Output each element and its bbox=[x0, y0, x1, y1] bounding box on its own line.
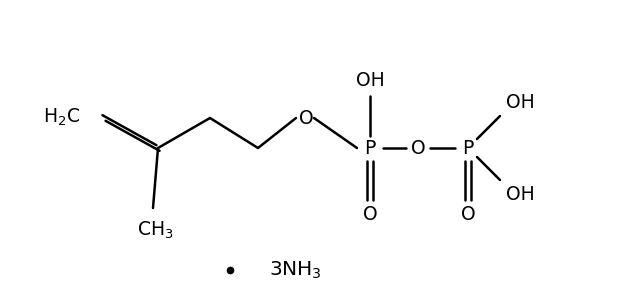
Text: O: O bbox=[363, 205, 378, 224]
Text: O: O bbox=[461, 205, 476, 224]
Text: O: O bbox=[411, 139, 426, 157]
Text: 3NH$_3$: 3NH$_3$ bbox=[269, 259, 321, 281]
Text: OH: OH bbox=[356, 71, 385, 90]
Text: OH: OH bbox=[506, 184, 534, 204]
Text: P: P bbox=[364, 139, 376, 157]
Text: P: P bbox=[462, 139, 474, 157]
Text: CH$_3$: CH$_3$ bbox=[137, 219, 173, 241]
Text: O: O bbox=[299, 108, 314, 128]
Text: H$_2$C: H$_2$C bbox=[44, 106, 81, 128]
Text: OH: OH bbox=[506, 92, 534, 111]
